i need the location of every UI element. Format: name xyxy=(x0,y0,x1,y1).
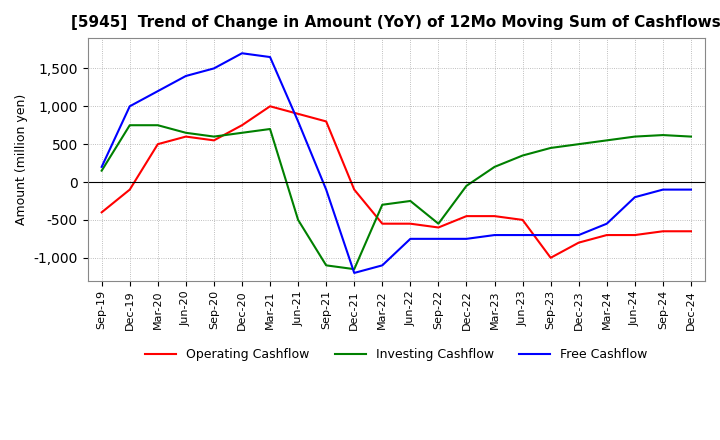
Operating Cashflow xyxy=(575,240,583,245)
Operating Cashflow xyxy=(659,229,667,234)
Free Cashflow xyxy=(210,66,218,71)
Y-axis label: Amount (million yen): Amount (million yen) xyxy=(15,94,28,225)
Investing Cashflow xyxy=(322,263,330,268)
Investing Cashflow xyxy=(350,267,359,272)
Free Cashflow xyxy=(294,119,302,124)
Operating Cashflow xyxy=(97,210,106,215)
Investing Cashflow xyxy=(659,132,667,138)
Free Cashflow xyxy=(434,236,443,242)
Investing Cashflow xyxy=(97,168,106,173)
Operating Cashflow xyxy=(153,142,162,147)
Free Cashflow xyxy=(181,73,190,79)
Title: [5945]  Trend of Change in Amount (YoY) of 12Mo Moving Sum of Cashflows: [5945] Trend of Change in Amount (YoY) o… xyxy=(71,15,720,30)
Operating Cashflow xyxy=(687,229,696,234)
Free Cashflow xyxy=(266,55,274,60)
Operating Cashflow xyxy=(603,232,611,238)
Free Cashflow xyxy=(153,88,162,94)
Investing Cashflow xyxy=(210,134,218,139)
Investing Cashflow xyxy=(546,145,555,150)
Investing Cashflow xyxy=(153,123,162,128)
Line: Investing Cashflow: Investing Cashflow xyxy=(102,125,691,269)
Investing Cashflow xyxy=(631,134,639,139)
Operating Cashflow xyxy=(238,123,246,128)
Operating Cashflow xyxy=(631,232,639,238)
Investing Cashflow xyxy=(575,142,583,147)
Free Cashflow xyxy=(490,232,499,238)
Free Cashflow xyxy=(659,187,667,192)
Free Cashflow xyxy=(575,232,583,238)
Free Cashflow xyxy=(406,236,415,242)
Free Cashflow xyxy=(603,221,611,226)
Operating Cashflow xyxy=(350,187,359,192)
Free Cashflow xyxy=(518,232,527,238)
Free Cashflow xyxy=(350,270,359,275)
Free Cashflow xyxy=(322,187,330,192)
Free Cashflow xyxy=(97,164,106,169)
Operating Cashflow xyxy=(406,221,415,226)
Investing Cashflow xyxy=(294,217,302,223)
Operating Cashflow xyxy=(518,217,527,223)
Free Cashflow xyxy=(378,263,387,268)
Investing Cashflow xyxy=(518,153,527,158)
Operating Cashflow xyxy=(462,213,471,219)
Line: Free Cashflow: Free Cashflow xyxy=(102,53,691,273)
Investing Cashflow xyxy=(125,123,134,128)
Free Cashflow xyxy=(546,232,555,238)
Investing Cashflow xyxy=(490,164,499,169)
Operating Cashflow xyxy=(266,104,274,109)
Investing Cashflow xyxy=(378,202,387,207)
Operating Cashflow xyxy=(434,225,443,230)
Operating Cashflow xyxy=(210,138,218,143)
Operating Cashflow xyxy=(125,187,134,192)
Operating Cashflow xyxy=(294,111,302,117)
Free Cashflow xyxy=(462,236,471,242)
Investing Cashflow xyxy=(462,183,471,188)
Operating Cashflow xyxy=(181,134,190,139)
Investing Cashflow xyxy=(406,198,415,204)
Operating Cashflow xyxy=(546,255,555,260)
Investing Cashflow xyxy=(603,138,611,143)
Operating Cashflow xyxy=(490,213,499,219)
Investing Cashflow xyxy=(687,134,696,139)
Investing Cashflow xyxy=(238,130,246,136)
Operating Cashflow xyxy=(378,221,387,226)
Line: Operating Cashflow: Operating Cashflow xyxy=(102,106,691,258)
Free Cashflow xyxy=(687,187,696,192)
Free Cashflow xyxy=(238,51,246,56)
Operating Cashflow xyxy=(322,119,330,124)
Free Cashflow xyxy=(125,104,134,109)
Investing Cashflow xyxy=(266,126,274,132)
Investing Cashflow xyxy=(181,130,190,136)
Legend: Operating Cashflow, Investing Cashflow, Free Cashflow: Operating Cashflow, Investing Cashflow, … xyxy=(140,343,652,367)
Free Cashflow xyxy=(631,194,639,200)
Investing Cashflow xyxy=(434,221,443,226)
